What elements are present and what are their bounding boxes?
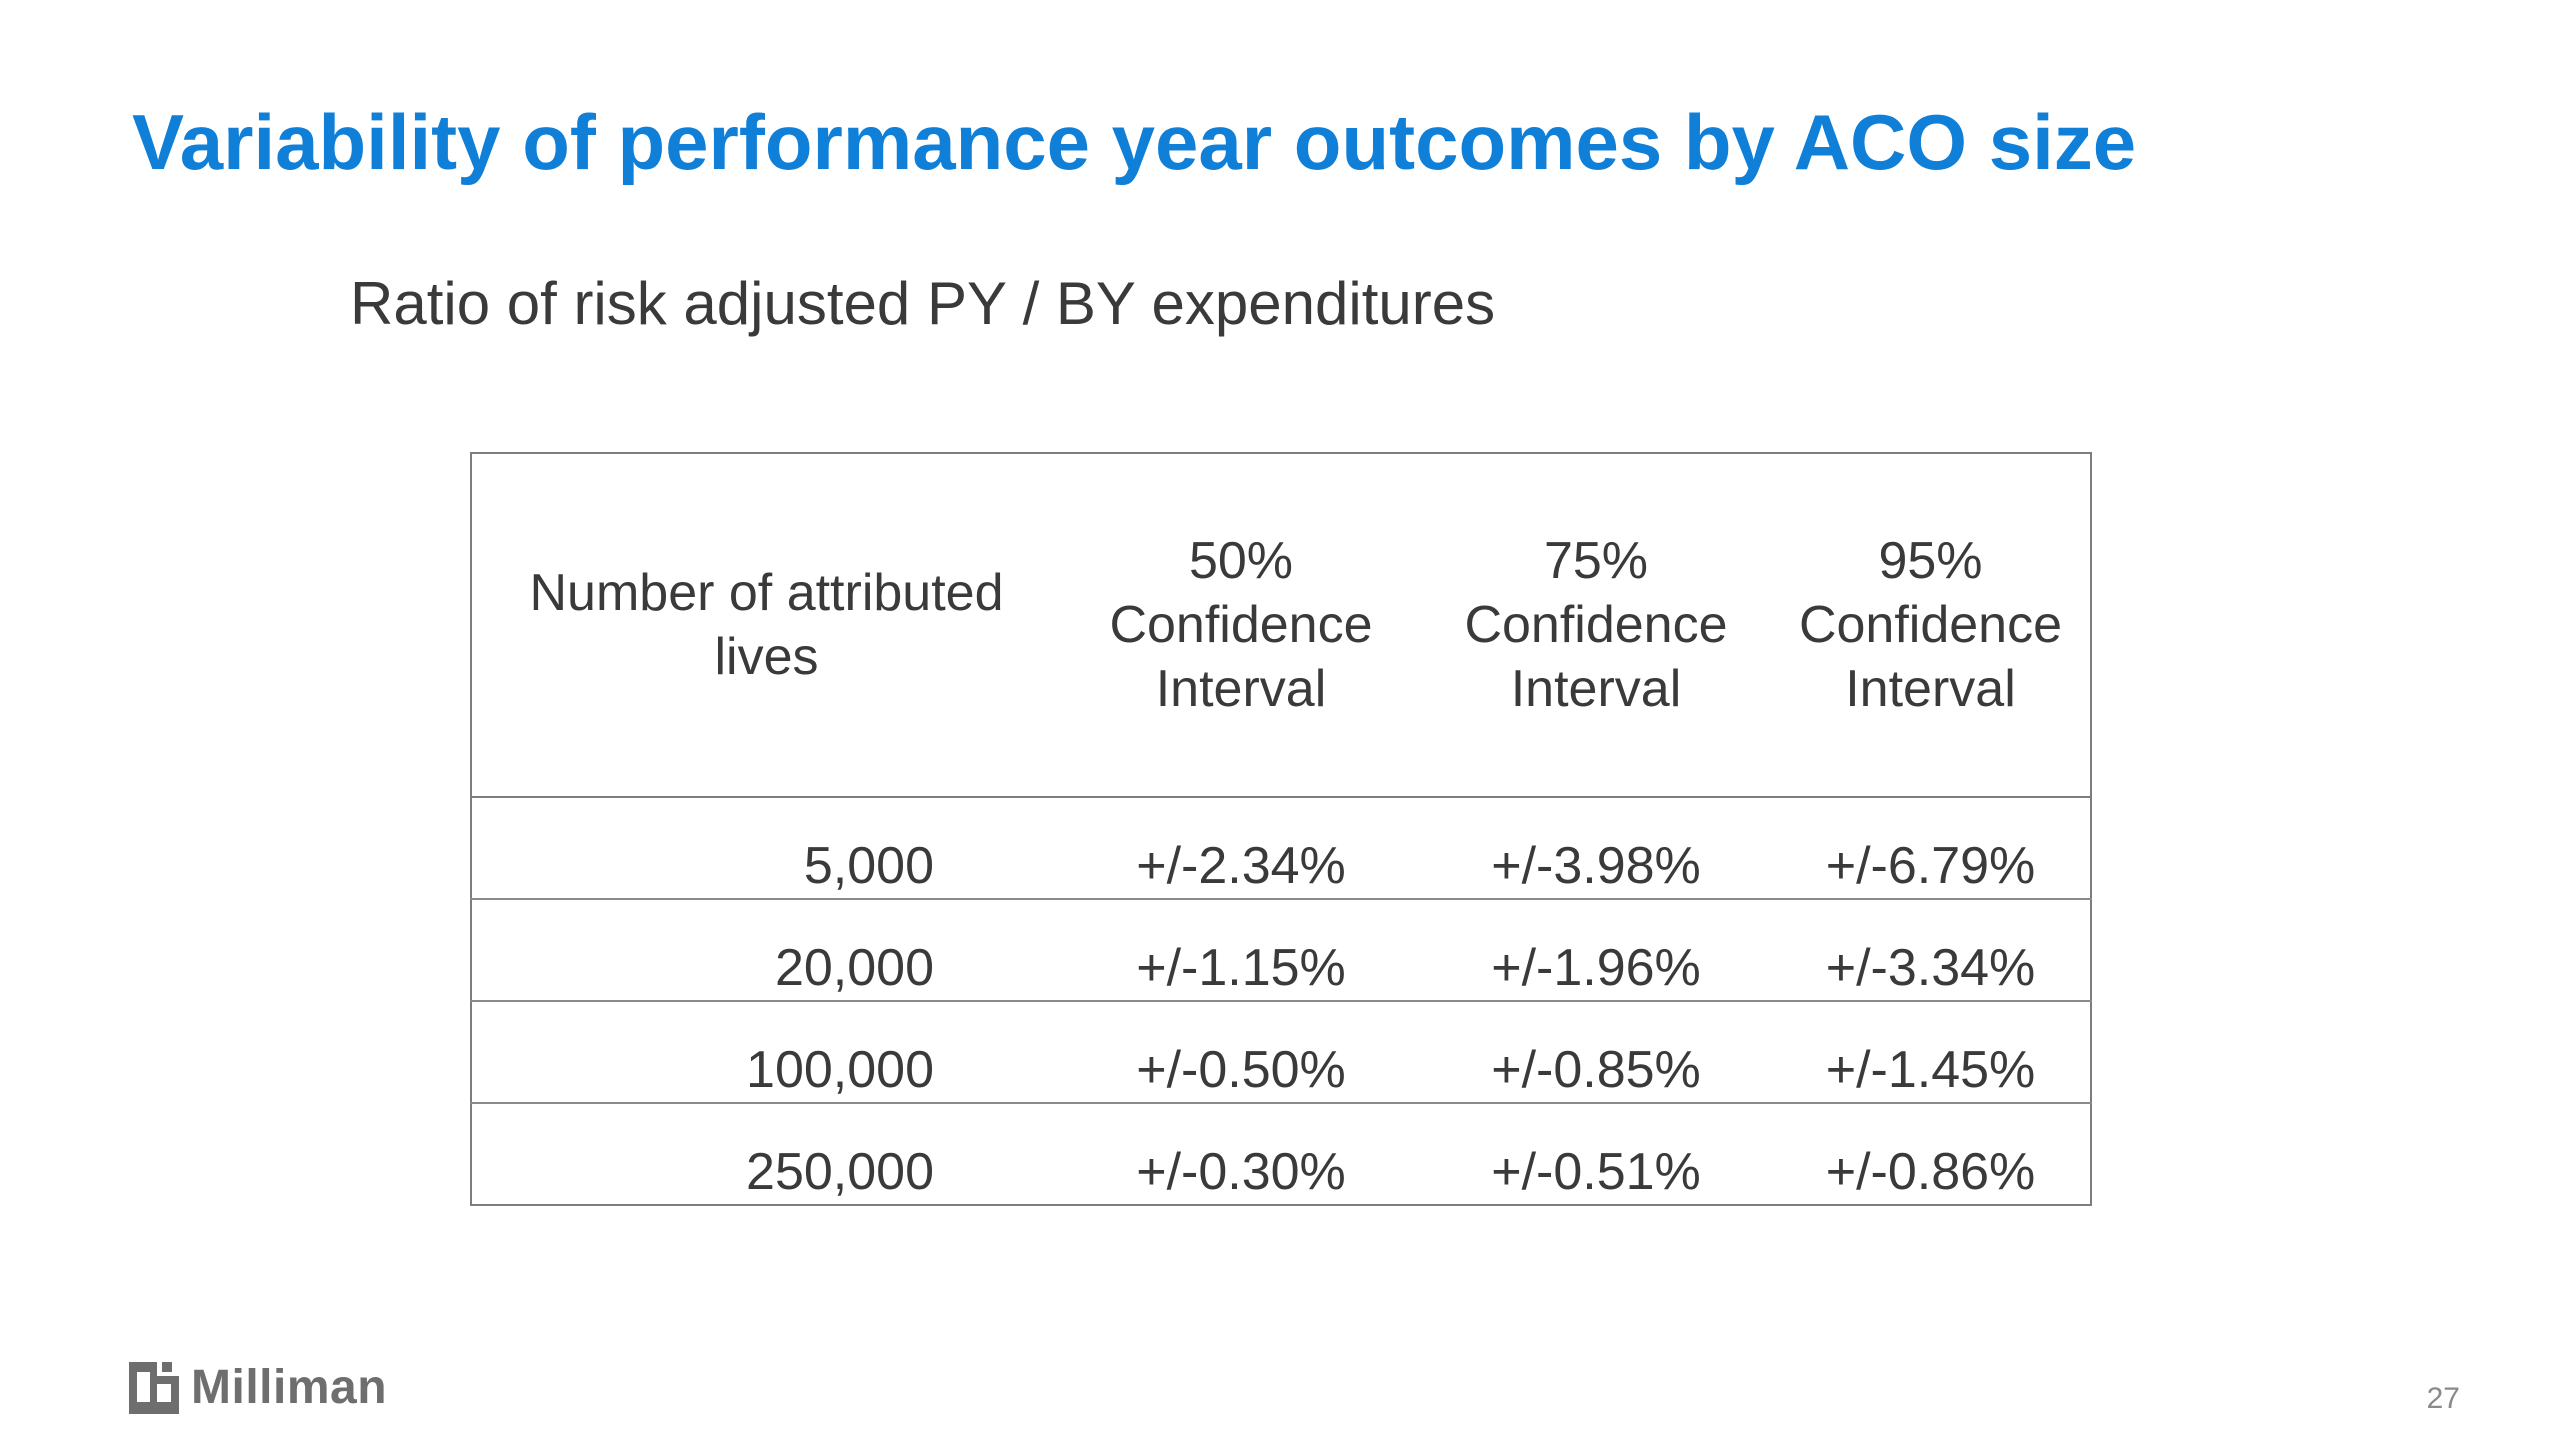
slide-subtitle: Ratio of risk adjusted PY / BY expenditu… bbox=[350, 270, 1496, 337]
cell-ci-50: +/-0.50% bbox=[1061, 1001, 1421, 1104]
header-attributed-lives: Number of attributed lives bbox=[471, 453, 1061, 798]
cell-ci-75: +/-1.96% bbox=[1421, 899, 1771, 1002]
cell-ci-75: +/-0.51% bbox=[1491, 1143, 1701, 1201]
cell-ci-50: +/-1.15% bbox=[1061, 899, 1421, 1002]
table-row: 20,000 +/-1.15% +/-1.96% +/-3.34% bbox=[471, 899, 2091, 1002]
cell-lives: 100,000 bbox=[471, 1001, 1061, 1104]
milliman-logo-text: Milliman bbox=[191, 1361, 388, 1414]
cell-ci-95: +/-6.79% bbox=[1771, 797, 2091, 900]
milliman-logo: Milliman bbox=[129, 1360, 387, 1416]
cell-lives: 5,000 bbox=[471, 797, 1061, 900]
header-lives-line-2: lives bbox=[714, 628, 819, 686]
header-ci-50: 50% Confidence Interval bbox=[1061, 453, 1421, 798]
header-ci-95-line-2: Confidence bbox=[1798, 596, 2063, 654]
confidence-interval-table: Number of attributed lives 50% Confidenc… bbox=[470, 452, 2092, 1206]
table-row: 5,000 +/-2.34% +/-3.98% +/-6.79% bbox=[471, 797, 2091, 900]
header-ci-75-line-3: Interval bbox=[1510, 660, 1682, 718]
cell-ci-50: +/-0.30% bbox=[1136, 1143, 1346, 1201]
table-row: 100,000 +/-0.50% +/-0.85% +/-1.45% bbox=[471, 1001, 2091, 1104]
slide-title: Variability of performance year outcomes… bbox=[132, 98, 2137, 186]
header-ci-95-line-3: Interval bbox=[1845, 660, 2016, 718]
header-ci-50-line-1: 50% bbox=[1188, 532, 1294, 590]
cell-lives: 250,000 bbox=[746, 1143, 934, 1201]
header-ci-95-line-1: 95% bbox=[1878, 532, 1983, 590]
cell-lives: 20,000 bbox=[471, 899, 1061, 1002]
cell-ci-75: +/-0.85% bbox=[1421, 1001, 1771, 1104]
cell-ci-95: +/-0.86% bbox=[1825, 1143, 2036, 1201]
header-ci-50-line-2: Confidence bbox=[1109, 596, 1373, 654]
milliman-logo-icon bbox=[129, 1362, 179, 1414]
table-row: 250,000 +/-0.30% +/-0.51% +/-0.86% bbox=[471, 1103, 2091, 1205]
header-ci-50-line-3: Interval bbox=[1155, 660, 1327, 718]
cell-ci-95: +/-1.45% bbox=[1771, 1001, 2091, 1104]
header-lives-line-1: Number of attributed bbox=[529, 564, 1004, 622]
header-ci-75-line-2: Confidence bbox=[1464, 596, 1728, 654]
cell-ci-95: +/-3.34% bbox=[1771, 899, 2091, 1002]
cell-ci-75: +/-3.98% bbox=[1421, 797, 1771, 900]
page-number: 27 bbox=[2426, 1382, 2460, 1415]
cell-ci-50: +/-2.34% bbox=[1061, 797, 1421, 900]
table-header-row: Number of attributed lives 50% Confidenc… bbox=[471, 453, 2091, 798]
header-ci-75: 75% Confidence Interval bbox=[1421, 453, 1771, 798]
header-ci-95: 95% Confidence Interval bbox=[1771, 453, 2091, 798]
header-ci-75-line-1: 75% bbox=[1543, 532, 1649, 590]
